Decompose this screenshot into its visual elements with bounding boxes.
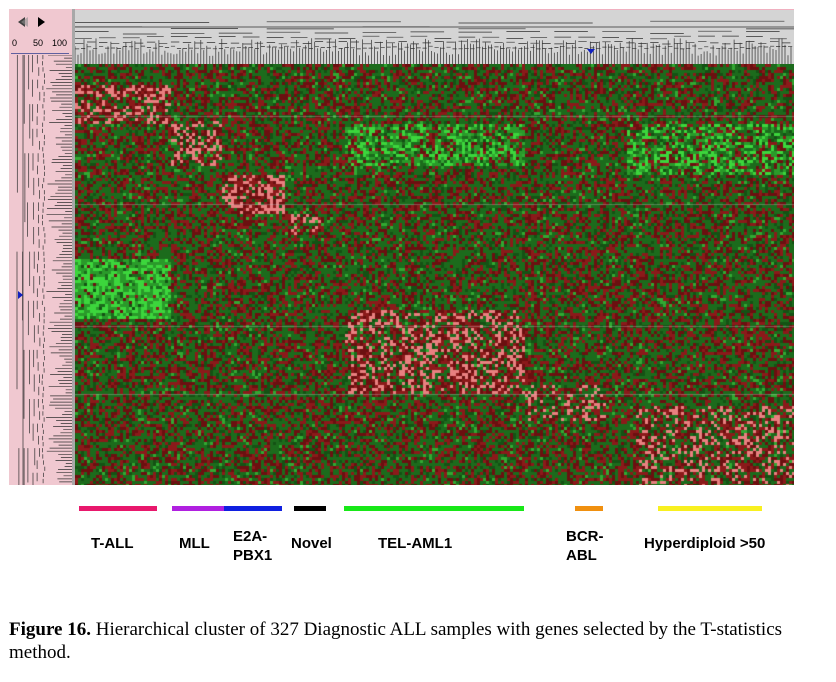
sample-dendrogram-panel: [9, 9, 794, 66]
caption-figure-number: Figure 16.: [9, 619, 91, 640]
cluster-marker-icon[interactable]: [587, 49, 595, 54]
expression-heatmap[interactable]: [75, 64, 794, 485]
scale-label-50: 50: [33, 38, 44, 48]
zoom-control: 0 50 100: [9, 9, 72, 55]
group-bar-bcr: [575, 506, 603, 511]
scale-label-0: 0: [12, 38, 18, 48]
scale-label-100: 100: [52, 38, 68, 48]
caption-text: Hierarchical cluster of 327 Diagnostic A…: [9, 619, 783, 663]
group-bar-mll: [172, 506, 224, 511]
figure-caption: Figure 16. Hierarchical cluster of 327 D…: [9, 618, 829, 664]
group-bar-novel: [294, 506, 326, 511]
panel-divider[interactable]: [72, 9, 75, 485]
group-bar-e2a: [224, 506, 282, 511]
group-label-tel: TEL-AML1: [378, 535, 453, 552]
sample-dendrogram: [75, 20, 794, 64]
gene-dendrogram-panel: [9, 55, 72, 485]
right-arrow-icon[interactable]: [34, 15, 48, 29]
group-label-bcr: BCR- ABL: [566, 528, 604, 564]
left-arrow-icon[interactable]: [15, 15, 29, 29]
group-bar-hyper: [658, 506, 762, 511]
scale-ruler: [11, 53, 69, 57]
group-label-novel: Novel: [291, 535, 332, 552]
group-label-e2a: E2A- PBX1: [233, 528, 273, 564]
dendrogram-branches: [75, 20, 794, 64]
group-bar-t-all: [79, 506, 157, 511]
group-label-hyper: Hyperdiploid >50: [644, 535, 766, 552]
panel-top-border: [9, 9, 794, 10]
cluster-marker-icon[interactable]: [18, 291, 23, 299]
gene-dendrogram: [16, 55, 72, 485]
dendrogram-branches: [16, 55, 72, 485]
group-label-mll: MLL: [179, 535, 210, 552]
group-bar-tel: [344, 506, 524, 511]
group-label-t-all: T-ALL: [91, 535, 134, 552]
